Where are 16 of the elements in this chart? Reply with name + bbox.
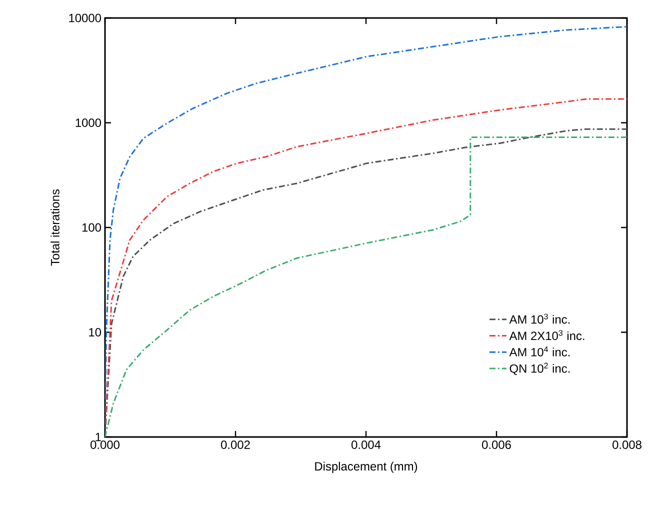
legend-label: AM 10$^{3}$ inc. [509,314,570,324]
x-tick-label: 0.002 [221,440,250,449]
x-tick-label: 0.006 [482,440,511,449]
x-tick-label: 0.004 [352,440,381,449]
y-axis-title: Total iterations [50,189,60,266]
y-tick-label: 1 [96,432,101,442]
x-tick-label: 0.000 [90,440,120,449]
y-tick-label: 10 [89,328,102,336]
x-axis-title: Displacement (mm) [315,462,418,473]
legend-label: AM 10$^{4}$ inc. [509,346,570,356]
y-tick-label: 10000 [69,14,102,22]
legend-label: AM 2X10$^{3}$ inc. [509,330,584,340]
legend-label: QN 10$^{2}$ inc. [510,362,570,375]
x-tick-label: 0.008 [612,440,642,449]
y-tick-label: 1000 [76,118,102,127]
y-tick-label: 100 [82,223,102,232]
